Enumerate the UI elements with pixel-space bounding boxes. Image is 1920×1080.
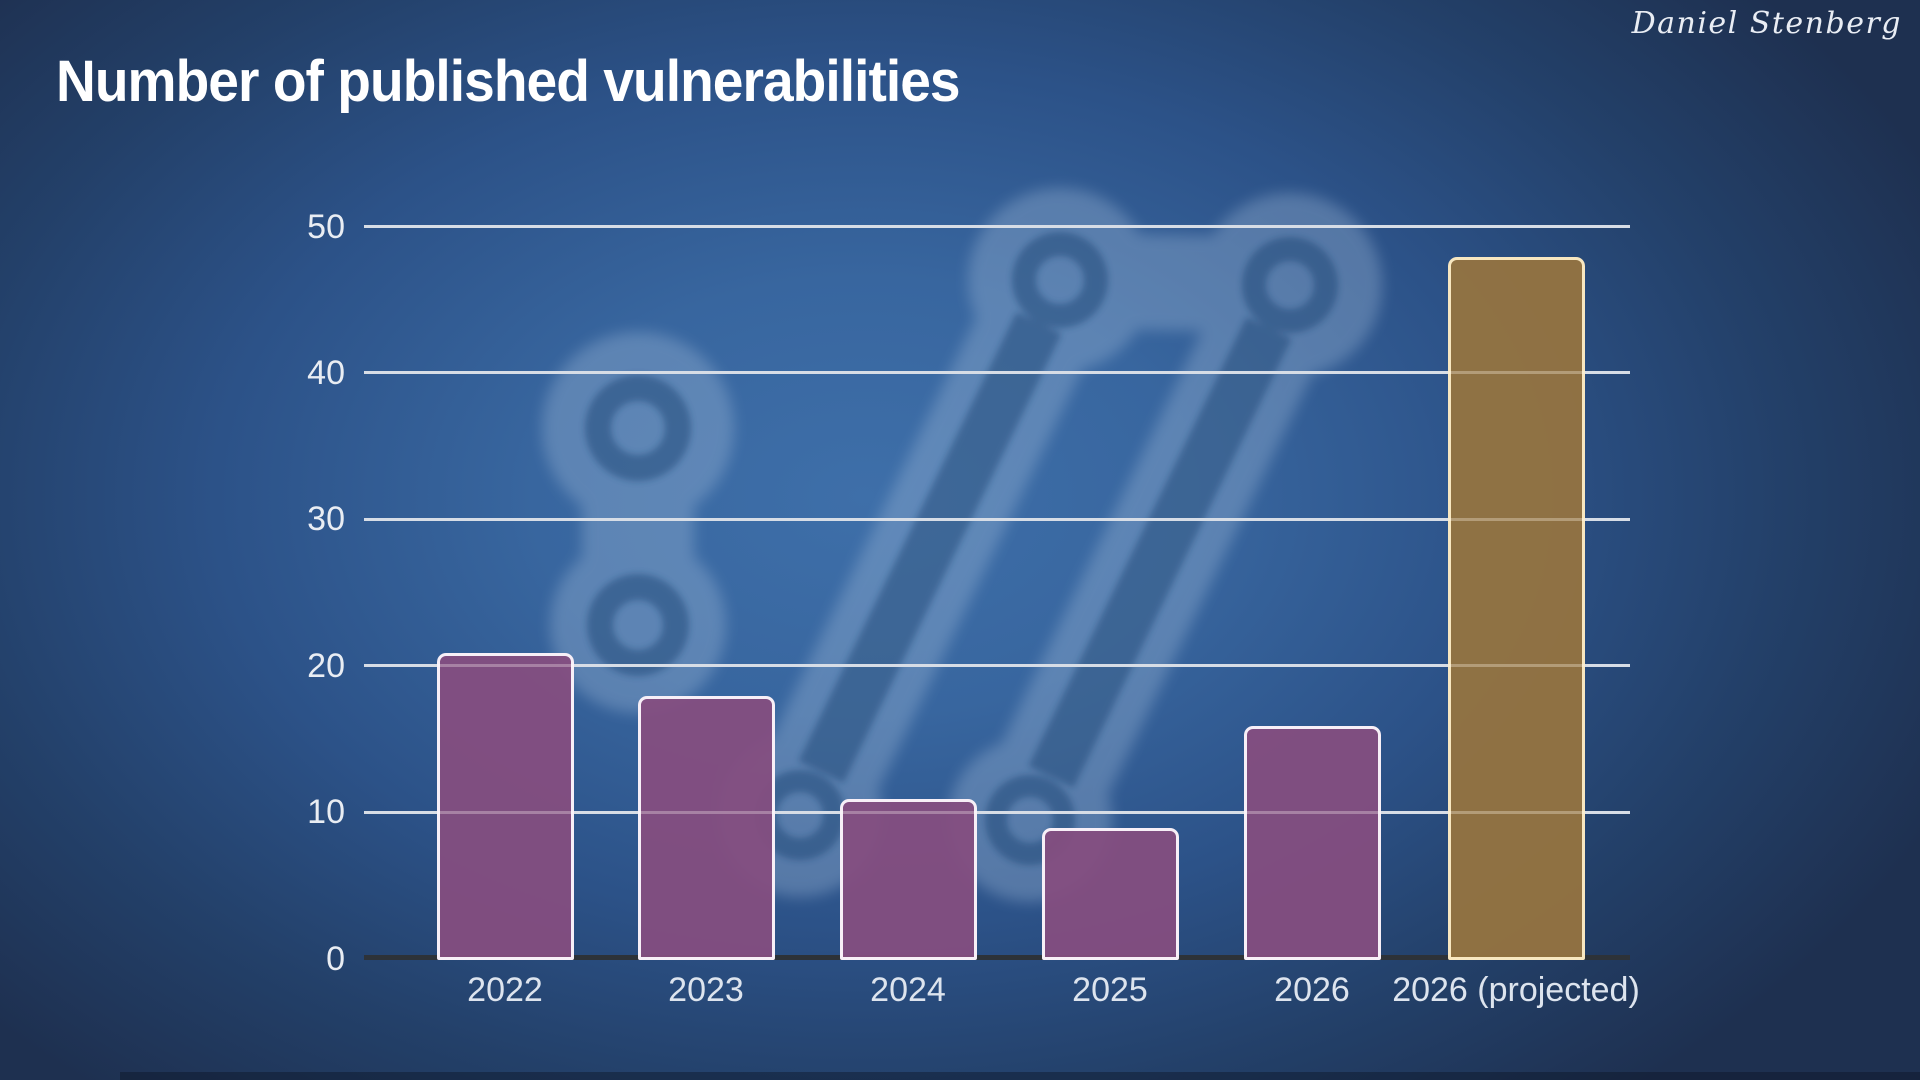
gridline-overlay-10: [364, 810, 1630, 814]
page-title: Number of published vulnerabilities: [56, 49, 961, 114]
bar-2025: [1041, 828, 1179, 960]
bar-2022: [436, 653, 574, 960]
bottom-edge-shadow: [120, 1072, 1920, 1080]
gridline-overlay-40: [364, 371, 1630, 375]
bar-2023: [637, 696, 775, 960]
y-tick-10: 10: [307, 793, 345, 832]
y-tick-20: 20: [307, 646, 345, 685]
y-tick-40: 40: [307, 353, 345, 392]
y-tick-0: 0: [326, 939, 345, 978]
x-axis-line: [364, 955, 1630, 960]
gridline-overlay-20: [364, 664, 1630, 668]
gridline-overlay-30: [364, 517, 1630, 521]
author-credit: Daniel Stenberg: [1631, 6, 1902, 41]
x-label-2024: 2024: [870, 971, 946, 1009]
x-label-2026-projected-: 2026 (projected): [1392, 971, 1640, 1009]
y-tick-30: 30: [307, 500, 345, 539]
bar-2024: [839, 799, 977, 960]
x-label-2025: 2025: [1072, 971, 1148, 1009]
x-label-2026: 2026: [1274, 971, 1350, 1009]
gridline-overlay-50: [364, 225, 1630, 228]
bar-2026-projected-: [1447, 257, 1585, 960]
bar-2026: [1243, 726, 1381, 960]
y-tick-50: 50: [307, 207, 345, 246]
x-label-2022: 2022: [467, 971, 543, 1009]
x-label-2023: 2023: [668, 971, 744, 1009]
